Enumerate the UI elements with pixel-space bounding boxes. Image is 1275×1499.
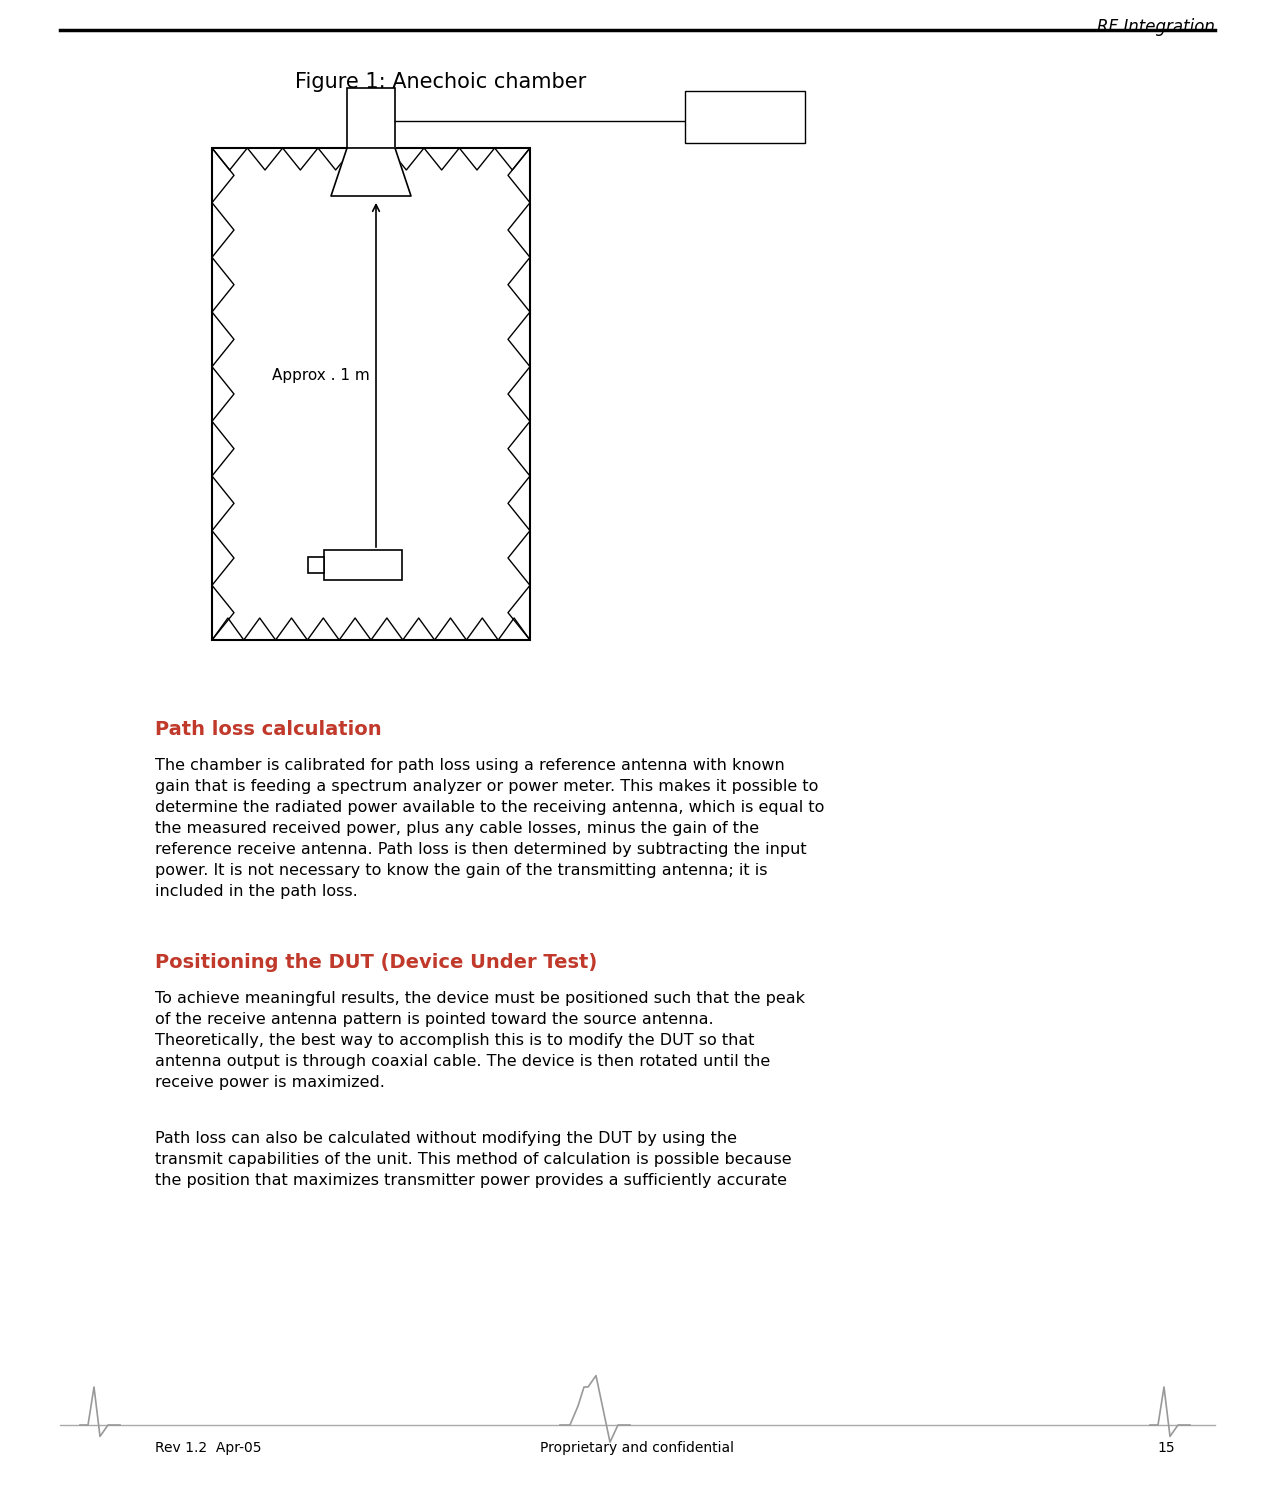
Text: Agilent 8960
call box: Agilent 8960 call box: [701, 100, 789, 133]
Bar: [309, 558, 324, 573]
Bar: [685, 91, 805, 142]
Text: 15: 15: [1158, 1441, 1176, 1456]
Bar: [347, 88, 395, 148]
Text: Approx . 1 m: Approx . 1 m: [272, 367, 370, 382]
Text: To achieve meaningful results, the device must be positioned such that the peak
: To achieve meaningful results, the devic…: [156, 991, 805, 1090]
Text: Proprietary and confidential: Proprietary and confidential: [541, 1441, 734, 1456]
Text: Figure 1: Anechoic chamber: Figure 1: Anechoic chamber: [295, 72, 586, 91]
Text: The chamber is calibrated for path loss using a reference antenna with known
gai: The chamber is calibrated for path loss …: [156, 758, 825, 899]
Bar: [212, 148, 530, 640]
Text: RF Integration: RF Integration: [1096, 18, 1215, 36]
Text: Rev 1.2  Apr-05: Rev 1.2 Apr-05: [156, 1441, 261, 1456]
Polygon shape: [332, 148, 411, 196]
Text: Path loss can also be calculated without modifying the DUT by using the
transmit: Path loss can also be calculated without…: [156, 1132, 792, 1189]
Text: Positioning the DUT (Device Under Test): Positioning the DUT (Device Under Test): [156, 953, 597, 971]
Text: Path loss calculation: Path loss calculation: [156, 720, 381, 739]
Bar: [324, 550, 402, 580]
